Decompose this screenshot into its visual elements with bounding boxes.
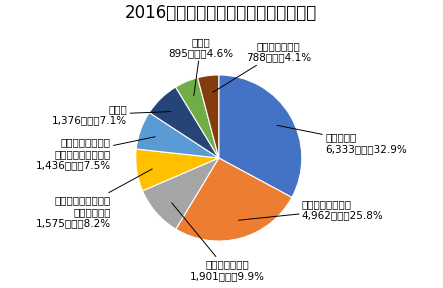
Text: バー，キャバレー，
ナイトクラブ
1,575カ所，8.2%: バー，キャバレー， ナイトクラブ 1,575カ所，8.2% <box>35 169 152 229</box>
Wedge shape <box>149 87 219 158</box>
Text: すし店
895カ所，4.6%: すし店 895カ所，4.6% <box>168 37 233 96</box>
Text: その他の飲食店
788カ所，4.1%: その他の飲食店 788カ所，4.1% <box>213 41 311 92</box>
Text: そば・うどん店
1,901カ所，9.9%: そば・うどん店 1,901カ所，9.9% <box>172 203 264 281</box>
Text: 喫茶店
1,376カ所，7.1%: 喫茶店 1,376カ所，7.1% <box>52 104 171 126</box>
Wedge shape <box>176 158 292 241</box>
Text: 酒場，ビヤホール
4,962カ所，25.8%: 酒場，ビヤホール 4,962カ所，25.8% <box>239 199 384 220</box>
Wedge shape <box>175 78 219 158</box>
Wedge shape <box>198 75 219 158</box>
Wedge shape <box>136 113 219 158</box>
Text: 食堂，レストラン
（専門料理店除く）
1,436カ所，7.5%: 食堂，レストラン （専門料理店除く） 1,436カ所，7.5% <box>35 137 155 170</box>
Title: 2016年埼玉県の飲食店事業所数と割合: 2016年埼玉県の飲食店事業所数と割合 <box>125 4 317 22</box>
Wedge shape <box>136 149 219 191</box>
Text: 専門料理店
6,333カ所，32.9%: 専門料理店 6,333カ所，32.9% <box>277 125 407 154</box>
Wedge shape <box>143 158 219 229</box>
Wedge shape <box>219 75 302 197</box>
